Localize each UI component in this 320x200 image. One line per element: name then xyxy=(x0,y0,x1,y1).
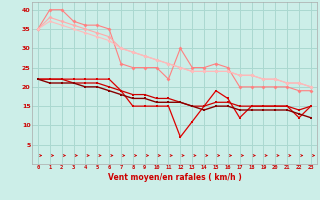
X-axis label: Vent moyen/en rafales ( km/h ): Vent moyen/en rafales ( km/h ) xyxy=(108,173,241,182)
